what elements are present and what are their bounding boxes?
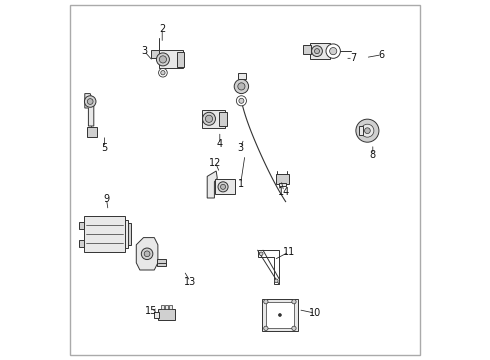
Bar: [125, 220, 128, 248]
Bar: [125, 223, 130, 245]
Polygon shape: [136, 238, 158, 270]
Circle shape: [259, 252, 263, 256]
Text: 10: 10: [309, 308, 321, 318]
Bar: [161, 305, 164, 309]
Bar: [238, 73, 245, 79]
Text: 7: 7: [350, 53, 356, 63]
Circle shape: [361, 124, 374, 137]
Text: 13: 13: [184, 276, 196, 287]
Bar: [151, 50, 162, 58]
Bar: [279, 183, 286, 186]
Circle shape: [84, 96, 96, 107]
Circle shape: [144, 251, 150, 257]
Circle shape: [234, 79, 248, 94]
Text: 3: 3: [141, 46, 147, 56]
Circle shape: [220, 184, 225, 189]
Bar: [158, 309, 175, 320]
Bar: [159, 50, 183, 68]
Polygon shape: [207, 171, 217, 198]
Circle shape: [236, 96, 246, 106]
Bar: [154, 312, 159, 318]
Text: 15: 15: [145, 306, 157, 316]
Polygon shape: [258, 250, 279, 284]
Bar: [79, 222, 84, 229]
Text: 2: 2: [159, 24, 165, 34]
Text: 8: 8: [370, 150, 376, 160]
Bar: [157, 259, 166, 266]
Circle shape: [274, 279, 278, 283]
Circle shape: [159, 68, 167, 77]
Text: 1: 1: [238, 179, 244, 189]
Polygon shape: [359, 126, 363, 135]
Bar: [275, 174, 289, 184]
Circle shape: [202, 112, 216, 125]
Text: 12: 12: [209, 158, 221, 168]
Polygon shape: [85, 94, 94, 126]
Circle shape: [278, 314, 281, 316]
Text: 4: 4: [217, 139, 223, 149]
Circle shape: [205, 115, 213, 122]
Circle shape: [264, 326, 268, 330]
Circle shape: [161, 71, 165, 75]
Circle shape: [312, 46, 322, 57]
Bar: [170, 305, 172, 309]
Bar: [310, 43, 330, 59]
Circle shape: [87, 99, 93, 104]
Circle shape: [218, 182, 228, 192]
Bar: [219, 112, 227, 126]
Circle shape: [239, 98, 244, 103]
Text: 5: 5: [101, 143, 108, 153]
Bar: [165, 305, 168, 309]
Text: 14: 14: [278, 186, 290, 197]
Circle shape: [315, 49, 319, 54]
Circle shape: [156, 53, 170, 66]
Circle shape: [356, 119, 379, 142]
Bar: [266, 302, 294, 328]
Text: 3: 3: [238, 143, 244, 153]
Text: 11: 11: [283, 247, 295, 257]
Circle shape: [238, 83, 245, 90]
Circle shape: [365, 128, 370, 134]
Bar: [79, 240, 84, 247]
Bar: [84, 216, 125, 252]
Circle shape: [264, 300, 268, 304]
Circle shape: [292, 326, 296, 330]
Bar: [262, 299, 297, 331]
Bar: [215, 179, 235, 194]
Circle shape: [330, 48, 337, 55]
Text: 9: 9: [103, 194, 109, 204]
Bar: [202, 110, 225, 128]
Bar: [87, 127, 98, 137]
Bar: [303, 45, 311, 54]
Bar: [176, 52, 184, 67]
Circle shape: [326, 44, 341, 58]
Circle shape: [292, 300, 296, 304]
Circle shape: [141, 248, 153, 260]
Text: 6: 6: [379, 50, 385, 60]
Circle shape: [159, 56, 167, 63]
